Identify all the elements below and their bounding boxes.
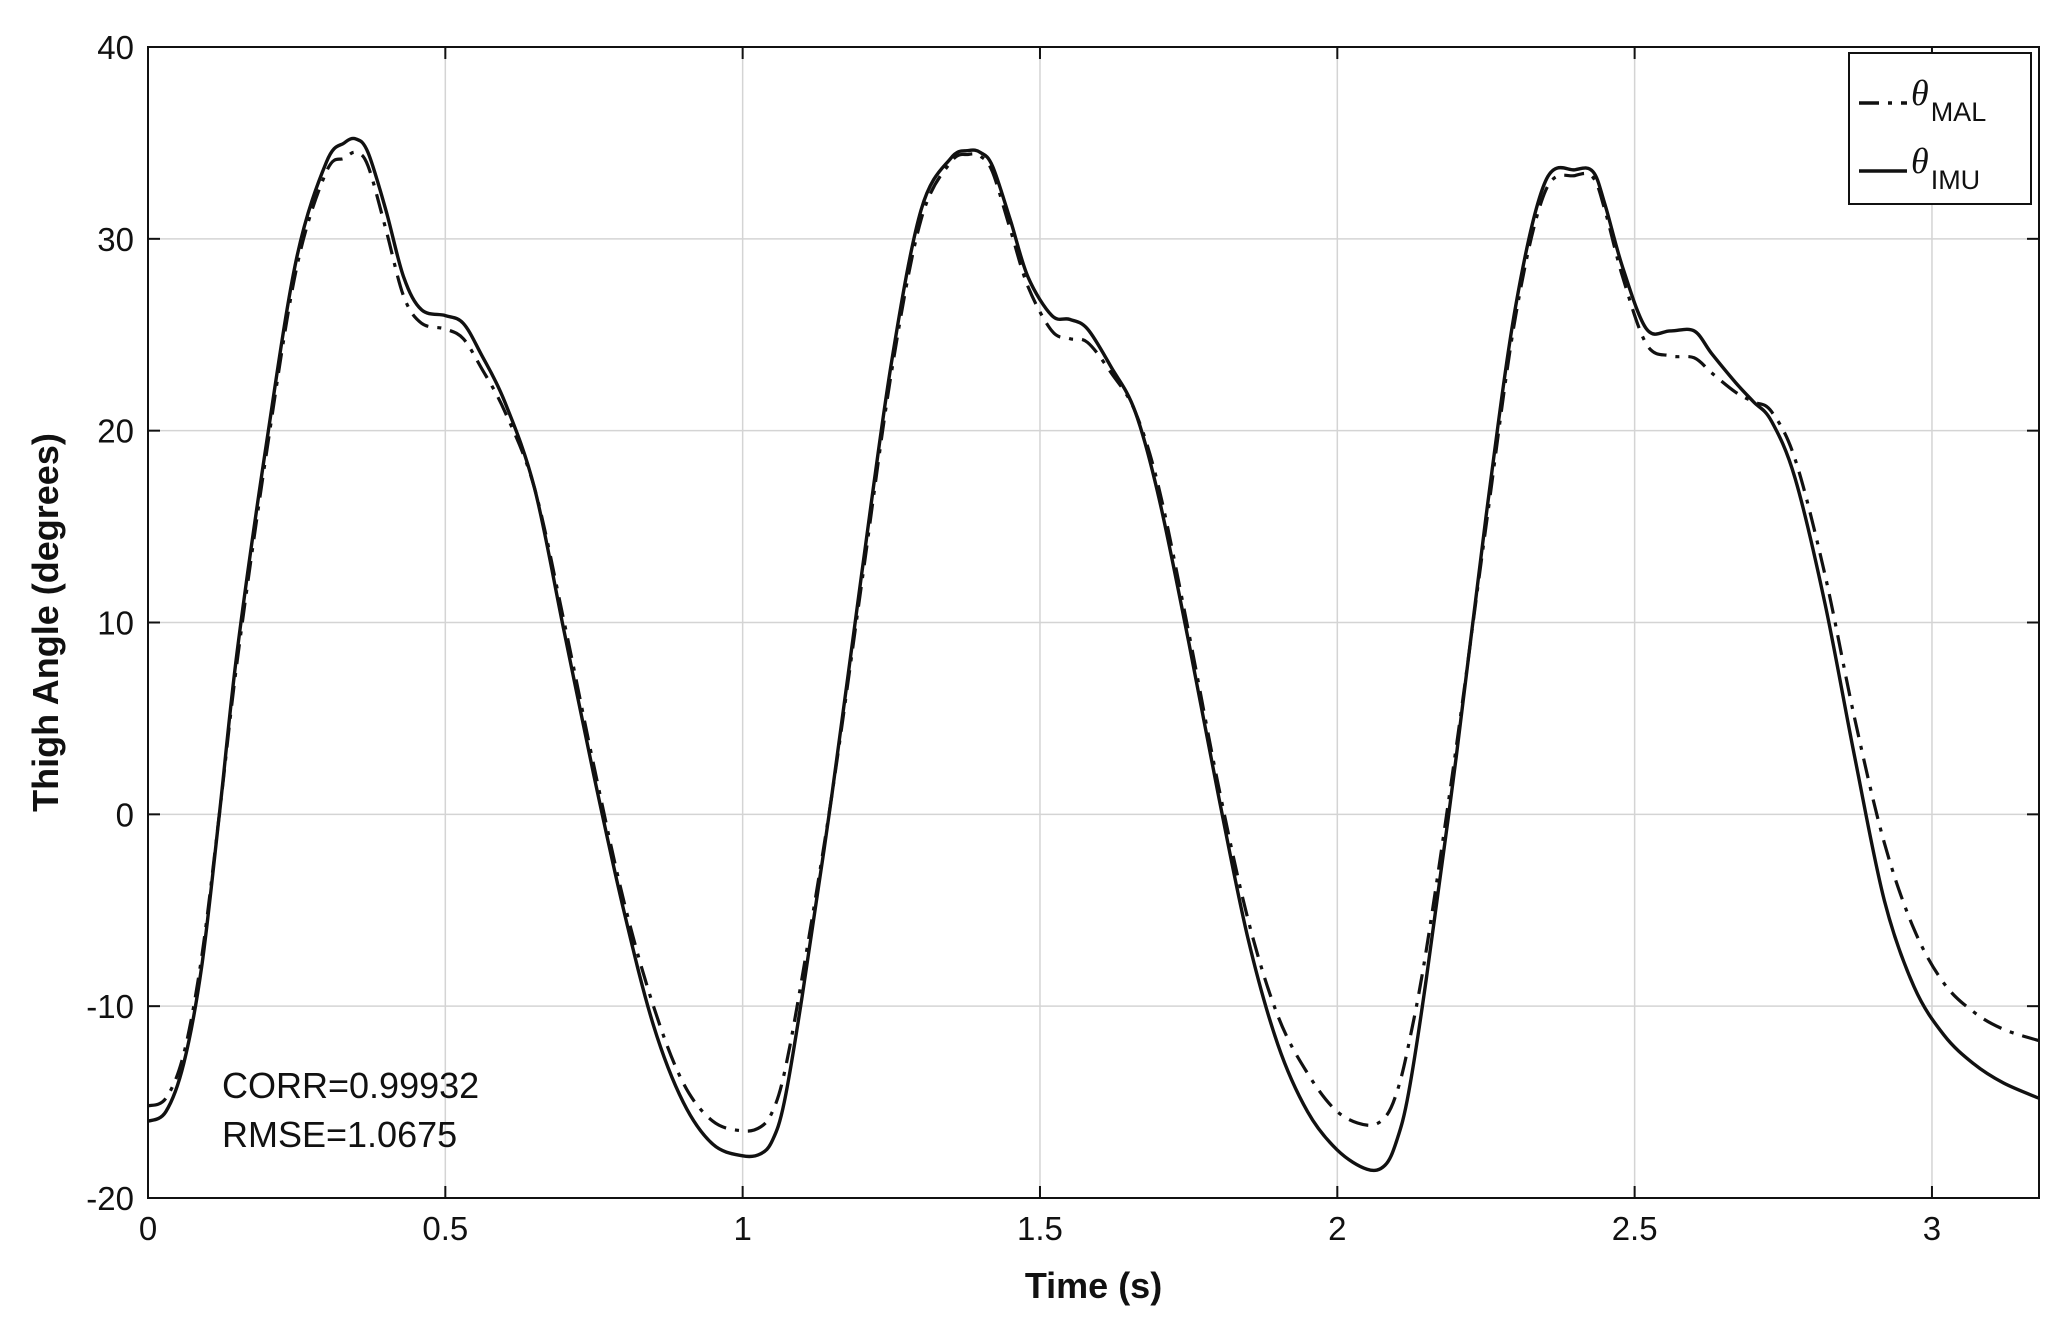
- grid: [148, 47, 2039, 1198]
- series-group: [147, 136, 2040, 1173]
- legend-symbol: θ: [1911, 141, 1929, 181]
- legend-box: [1848, 52, 2032, 205]
- y-tick-label: 20: [97, 413, 134, 450]
- x-tick-label: 3: [1923, 1210, 1941, 1247]
- rmse-annotation: RMSE=1.0675: [222, 1114, 457, 1155]
- y-tick-label: 30: [97, 221, 134, 258]
- y-axis-label: Thigh Angle (degrees): [25, 433, 66, 812]
- corr-annotation: CORR=0.99932: [222, 1065, 479, 1106]
- legend-entry-imu: θIMU: [1911, 141, 1980, 195]
- x-axis-label: Time (s): [1025, 1265, 1162, 1306]
- legend-subscript: MAL: [1931, 97, 1987, 127]
- x-tick-label: 1.5: [1017, 1210, 1063, 1247]
- y-tick-label: -10: [86, 988, 134, 1025]
- x-tick-label: 2.5: [1612, 1210, 1658, 1247]
- x-tick-label: 2: [1328, 1210, 1346, 1247]
- ticks: 0 0.5 1 1.5 2 2.5 3 -20 -10 0 10 20 30 40: [86, 29, 2039, 1247]
- legend-entry-mal: θMAL: [1911, 73, 1986, 127]
- y-tick-label: 10: [97, 605, 134, 642]
- series-line-mal: [147, 150, 2040, 1133]
- legend-symbol: θ: [1911, 73, 1929, 113]
- y-tick-label: 0: [116, 796, 134, 833]
- series-line-imu: [147, 136, 2040, 1173]
- x-tick-label: 0: [139, 1210, 157, 1247]
- y-tick-label: -20: [86, 1180, 134, 1217]
- legend-subscript: IMU: [1931, 165, 1981, 195]
- x-tick-label: 1: [733, 1210, 751, 1247]
- y-tick-label: 40: [97, 29, 134, 66]
- x-tick-label: 0.5: [422, 1210, 468, 1247]
